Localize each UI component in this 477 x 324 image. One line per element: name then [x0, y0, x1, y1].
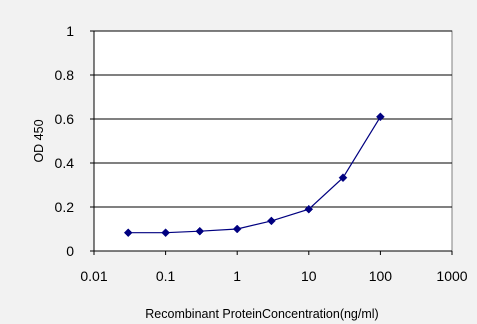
data-point-0-4 — [267, 216, 276, 226]
plot-area — [93, 30, 453, 252]
y-tick-label-4: 0.8 — [55, 67, 75, 83]
y-tick-label-1: 0.2 — [55, 199, 75, 215]
data-point-0-3 — [232, 224, 242, 234]
tick-labels: 0 0.2 0.4 0.6 0.8 1 0.01 0.1 1 10 100 1000 — [55, 23, 468, 284]
y-tick-label-3: 0.6 — [55, 111, 75, 127]
y-tick-label-2: 0.4 — [55, 155, 75, 171]
series — [123, 112, 385, 238]
x-tick-label-4: 100 — [369, 268, 393, 284]
series-line-0 — [128, 116, 381, 234]
data-point-0-6 — [338, 173, 348, 183]
y-tick-label-0: 0 — [66, 243, 74, 259]
data-point-0-0 — [123, 228, 133, 238]
x-axis-title: Recombinant ProteinConcentration(ng/ml) — [145, 307, 378, 321]
y-axis-title: OD 450 — [32, 119, 46, 162]
data-point-0-2 — [195, 226, 205, 236]
grid-lines — [94, 30, 452, 208]
axes — [90, 30, 453, 255]
x-tick-label-3: 10 — [301, 268, 317, 284]
data-point-0-7 — [376, 112, 385, 122]
data-point-0-1 — [161, 228, 170, 238]
y-tick-label-5: 1 — [66, 23, 74, 39]
x-tick-label-0: 0.01 — [80, 268, 107, 284]
data-point-0-5 — [304, 204, 314, 214]
x-tick-label-2: 1 — [233, 268, 241, 284]
x-tick-label-5: 1000 — [436, 268, 467, 284]
x-tick-label-1: 0.1 — [156, 268, 176, 284]
